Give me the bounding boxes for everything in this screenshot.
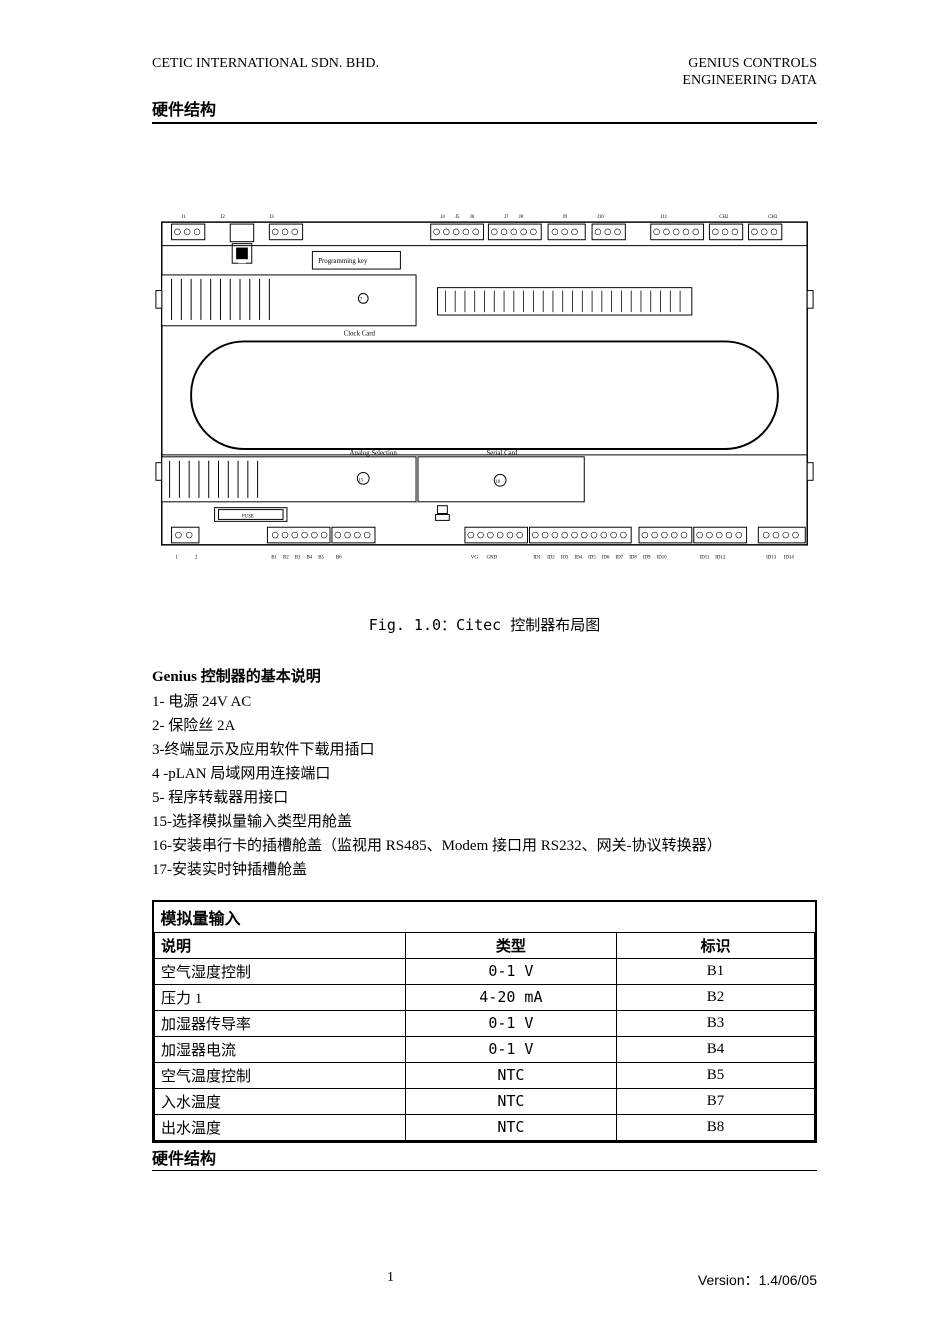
cell-id: B1 [616, 958, 814, 984]
desc-line: 16-安装串行卡的插槽舱盖（监视用 RS485、Modem 接口用 RS232、… [152, 834, 817, 858]
cell-type: NTC [405, 1062, 616, 1088]
svg-text:ID5: ID5 [588, 555, 596, 560]
svg-text:ID11: ID11 [700, 555, 710, 560]
svg-text:CH3: CH3 [768, 215, 778, 220]
svg-text:J9: J9 [563, 215, 568, 220]
desc-line: 15-选择模拟量输入类型用舱盖 [152, 810, 817, 834]
svg-text:J7: J7 [504, 215, 509, 220]
svg-text:ID3: ID3 [561, 555, 569, 560]
clock-card-label: Clock Card [344, 330, 376, 337]
svg-text:2: 2 [195, 555, 198, 560]
svg-text:CH2: CH2 [719, 215, 729, 220]
header-company: CETIC INTERNATIONAL SDN. BHD. [152, 56, 379, 72]
cell-id: B2 [616, 984, 814, 1010]
section-title-bottom: 硬件结构 [152, 1145, 817, 1171]
svg-text:B1: B1 [271, 555, 277, 560]
table-title: 模拟量输入 [155, 902, 815, 933]
svg-text:J6: J6 [470, 215, 475, 220]
cell-type: NTC [405, 1114, 616, 1140]
table-body: 空气湿度控制0-1 VB1压力 14-20 mAB2加湿器传导率0-1 VB3加… [155, 958, 815, 1140]
svg-text:VG: VG [471, 555, 479, 560]
svg-text:ID10: ID10 [657, 555, 668, 560]
svg-text:B2: B2 [283, 555, 289, 560]
cell-desc: 加湿器电流 [155, 1036, 406, 1062]
table-row: 压力 14-20 mAB2 [155, 984, 815, 1010]
desc-line: 4 -pLAN 局域网用连接端口 [152, 762, 817, 786]
cell-type: 4-20 mA [405, 984, 616, 1010]
svg-text:J8: J8 [519, 215, 524, 220]
cell-desc: 入水温度 [155, 1088, 406, 1114]
svg-text:ID13: ID13 [766, 555, 777, 560]
svg-text:16: 16 [495, 480, 500, 485]
table-row: 空气湿度控制0-1 VB1 [155, 958, 815, 984]
svg-text:GND: GND [486, 555, 497, 560]
cell-desc: 出水温度 [155, 1114, 406, 1140]
header-right-2: ENGINEERING DATA [682, 73, 817, 90]
table-row: 入水温度NTCB7 [155, 1088, 815, 1114]
cell-desc: 加湿器传导率 [155, 1010, 406, 1036]
cell-type: NTC [405, 1088, 616, 1114]
cell-id: B7 [616, 1088, 814, 1114]
description-list: 1- 电源 24V AC 2- 保险丝 2A 3-终端显示及应用软件下载用插口 … [152, 690, 817, 882]
table-col-type: 类型 [405, 932, 616, 958]
svg-text:ID4: ID4 [574, 555, 582, 560]
subsection-title: Genius 控制器的基本说明 [152, 665, 817, 686]
cell-desc: 压力 1 [155, 984, 406, 1010]
version-label: Version：1.4/06/05 [698, 1270, 817, 1290]
svg-text:15: 15 [358, 478, 363, 483]
desc-line: 5- 程序转载器用接口 [152, 786, 817, 810]
svg-text:ID14: ID14 [784, 555, 795, 560]
desc-line: 17-安装实时钟插槽舱盖 [152, 858, 817, 882]
programming-key-label: Programming key [318, 258, 368, 265]
svg-text:ID2: ID2 [547, 555, 555, 560]
table-row: 出水温度NTCB8 [155, 1114, 815, 1140]
header-right-1: GENIUS CONTROLS [682, 56, 817, 73]
section-title: 硬件结构 [152, 96, 817, 123]
cell-type: 0-1 V [405, 1036, 616, 1062]
serial-card-label: Serial Card [486, 449, 517, 456]
svg-text:ID12: ID12 [715, 555, 726, 560]
table-col-desc: 说明 [155, 932, 406, 958]
controller-layout-diagram: J1 J2 J3 J4 J5 J6 J7 J8 J9 J10 J11 CH2 CH3 [152, 183, 817, 564]
cell-type: 0-1 V [405, 1010, 616, 1036]
cell-id: B4 [616, 1036, 814, 1062]
svg-text:ID8: ID8 [629, 555, 637, 560]
svg-text:17: 17 [357, 297, 362, 302]
svg-text:J4: J4 [440, 215, 445, 220]
desc-line: 2- 保险丝 2A [152, 714, 817, 738]
analog-input-table: 模拟量输入 说明 类型 标识 空气湿度控制0-1 VB1压力 14-20 mAB… [152, 900, 817, 1143]
cell-desc: 空气温度控制 [155, 1062, 406, 1088]
figure-caption: Fig. 1.0：Citec 控制器布局图 [152, 614, 817, 635]
cell-id: B3 [616, 1010, 814, 1036]
desc-line: 3-终端显示及应用软件下载用插口 [152, 738, 817, 762]
table-row: 空气温度控制NTCB5 [155, 1062, 815, 1088]
svg-text:J5: J5 [455, 215, 460, 220]
table-row: 加湿器传导率0-1 VB3 [155, 1010, 815, 1036]
svg-text:B6: B6 [336, 555, 342, 560]
page-number: 1 [387, 1270, 394, 1290]
svg-text:J10: J10 [597, 215, 604, 220]
svg-text:J1: J1 [181, 215, 186, 220]
svg-text:ID1: ID1 [533, 555, 541, 560]
svg-text:B4: B4 [307, 555, 313, 560]
svg-text:J2: J2 [220, 215, 225, 220]
table-col-id: 标识 [616, 932, 814, 958]
desc-line: 1- 电源 24V AC [152, 690, 817, 714]
svg-text:ID9: ID9 [643, 555, 651, 560]
svg-text:J11: J11 [661, 215, 668, 220]
svg-text:B5: B5 [318, 555, 324, 560]
analog-selection-label: Analog Selection [350, 449, 398, 456]
svg-text:J3: J3 [269, 215, 274, 220]
svg-text:B3: B3 [295, 555, 301, 560]
fuse-label: FUSE [242, 514, 254, 519]
cell-type: 0-1 V [405, 958, 616, 984]
table-row: 加湿器电流0-1 VB4 [155, 1036, 815, 1062]
svg-text:ID7: ID7 [616, 555, 624, 560]
svg-text:1: 1 [175, 555, 178, 560]
svg-text:ID6: ID6 [602, 555, 610, 560]
cell-id: B8 [616, 1114, 814, 1140]
cell-id: B5 [616, 1062, 814, 1088]
cell-desc: 空气湿度控制 [155, 958, 406, 984]
